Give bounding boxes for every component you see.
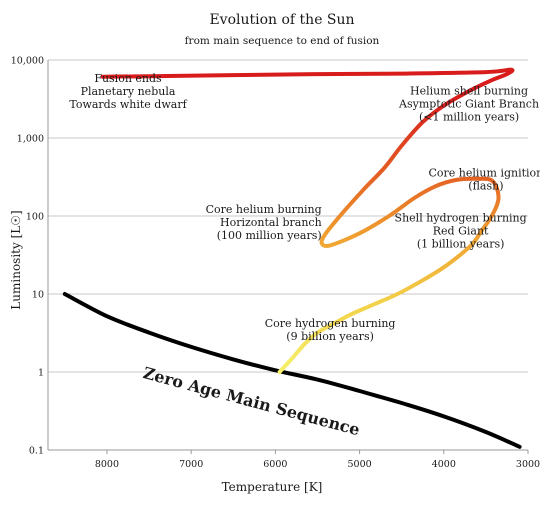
annotation-line: (9 billion years)	[286, 330, 374, 343]
annotation-line: Fusion ends	[94, 72, 162, 85]
annotation-line: Red Giant	[433, 225, 489, 238]
y-tick-label: 1,000	[17, 134, 44, 145]
annotation-line: Asymptotic Giant Branch	[398, 98, 539, 111]
y-tick-labels: 0.1 1 10 100 1,000 10,000	[11, 56, 44, 457]
annotation-line: Horizontal branch	[220, 216, 322, 229]
annotation-line: Shell hydrogen burning	[395, 212, 527, 225]
y-tick-label: 100	[26, 212, 44, 223]
annotation-line: (flash)	[468, 180, 503, 193]
x-tick-label: 6000	[263, 459, 287, 470]
y-tick-label: 0.1	[29, 446, 44, 457]
annotation: Core helium burning Horizontal branch (100…	[206, 203, 322, 242]
chart-subtitle: from main sequence to end of fusion	[185, 35, 380, 47]
annotation: Fusion ends Planetary nebula Towards white…	[69, 72, 187, 111]
annotation-line: Core helium burning	[206, 203, 322, 216]
annotation-line: (1 billion years)	[417, 238, 505, 251]
annotations: Zero Age Main Sequence Fusion ends Planeta…	[69, 72, 540, 439]
chart-title: Evolution of the Sun	[209, 12, 354, 28]
annotation-line: Helium shell burning	[410, 85, 528, 98]
x-axis-label: Temperature [K]	[222, 480, 323, 494]
annotation-line: Core helium ignition	[429, 167, 540, 180]
annotation-line: (<1 million years)	[419, 111, 519, 124]
annotation-line: Towards white dwarf	[69, 98, 187, 111]
series-label-zams: Zero Age Main Sequence	[141, 363, 362, 439]
series-layer	[62, 67, 522, 449]
y-tick-label: 10	[32, 290, 44, 301]
annotation: Helium shell burning Asymptotic Giant Bra…	[398, 85, 539, 124]
annotation: Shell hydrogen burning Red Giant (1 billio…	[395, 212, 527, 251]
x-tick-label: 3000	[516, 459, 540, 470]
annotation: Core hydrogen burning (9 billion years)	[265, 317, 396, 343]
x-tick-labels: 8000 7000 6000 5000 4000 3000	[95, 459, 540, 470]
series-zams-line	[62, 292, 522, 449]
annotation-line: (100 million years)	[217, 229, 322, 242]
annotation-line: Core hydrogen burning	[265, 317, 396, 330]
annotation: Core helium ignition (flash)	[429, 167, 540, 193]
y-tick-label: 1	[38, 368, 44, 379]
series-sun-evolution-line	[100, 67, 515, 374]
y-tick-label: 10,000	[11, 56, 44, 67]
axes-layer	[47, 60, 529, 454]
x-tick-label: 4000	[432, 459, 456, 470]
y-axis-label: Luminosity [L☉]	[9, 210, 23, 309]
x-tick-label: 8000	[95, 459, 119, 470]
x-tick-label: 7000	[179, 459, 203, 470]
annotation-line: Planetary nebula	[81, 85, 176, 98]
x-tick-label: 5000	[347, 459, 371, 470]
